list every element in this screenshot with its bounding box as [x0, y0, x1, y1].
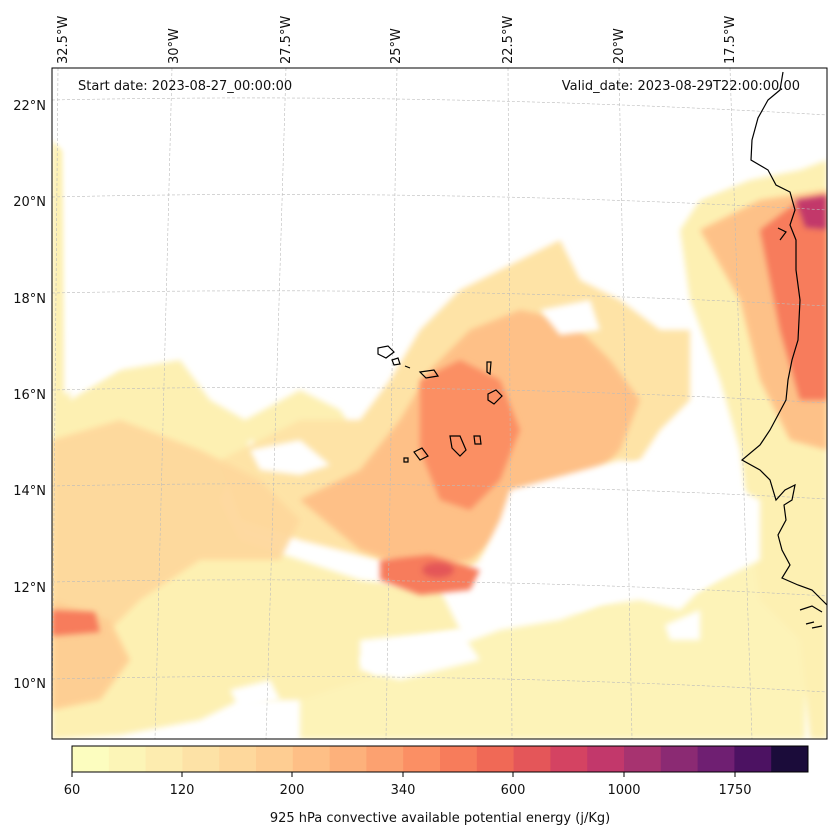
lon-label-30w: 30°W: [167, 28, 182, 64]
colorbar-swatch: [476, 746, 515, 772]
island-brava: [403, 457, 409, 463]
island-maio: [473, 435, 482, 445]
colorbar-swatch: [292, 746, 331, 772]
lon-label-27-5w: 27.5°W: [279, 16, 294, 64]
lat-label-10n: 10°N: [13, 677, 46, 692]
map-panel: Start date: 2023-08-27_00:00:00 Valid_da…: [51, 67, 828, 740]
lon-label-25w: 25°W: [389, 28, 404, 64]
island-boa-vista: [487, 389, 503, 405]
cape-high-east-peak: [795, 195, 827, 230]
meridian-30: [154, 68, 173, 739]
parallel-18: [52, 290, 827, 307]
parallel-22: [52, 97, 827, 116]
lon-label-22-5w: 22.5°W: [501, 16, 516, 64]
meridian-22-5: [507, 68, 513, 739]
african-coastline: [740, 71, 827, 606]
colorbar-swatch: [734, 746, 772, 772]
bijagos-islands: [799, 605, 823, 629]
colorbar-tick-1750: 1750: [718, 783, 751, 798]
lat-label-20n: 20°N: [13, 195, 46, 210]
island-santiago: [449, 435, 467, 457]
colorbar-tick-60: 60: [64, 783, 81, 798]
longitude-labels: 32.5°W 30°W 27.5°W 25°W 22.5°W 20°W 17.5…: [56, 16, 738, 64]
latitude-labels: 22°N 20°N 18°N 16°N 14°N 12°N 10°N: [13, 99, 46, 692]
parallel-14: [52, 483, 827, 500]
colorbar-swatch: [513, 746, 551, 772]
graticule: [52, 68, 827, 739]
lat-label-18n: 18°N: [13, 292, 46, 307]
cape-high-east: [760, 200, 827, 400]
meridian-20: [618, 68, 633, 739]
lat-label-22n: 22°N: [13, 99, 46, 114]
colorbar-swatch: [660, 746, 699, 772]
parallel-16: [52, 387, 827, 404]
colorbar-swatch: [440, 746, 478, 772]
colorbar-swatch: [329, 746, 367, 772]
colorbar-swatch: [587, 746, 625, 772]
lat-label-16n: 16°N: [13, 388, 46, 403]
colorbar-swatch: [182, 746, 220, 772]
colorbar-swatch: [403, 746, 441, 772]
island-santo-antao: [377, 345, 395, 359]
cape-field: [52, 68, 827, 739]
colorbar-swatch: [697, 746, 735, 772]
colorbar-swatch: [108, 746, 147, 772]
colorbar-swatch: [550, 746, 588, 772]
lat-label-12n: 12°N: [13, 581, 46, 596]
colorbar-ticks: [71, 772, 736, 777]
parallel-10: [52, 676, 827, 693]
valid-date-label: Valid_date: 2023-08-29T22:00:00.00: [562, 79, 800, 94]
lat-label-14n: 14°N: [13, 484, 46, 499]
colorbar-swatch: [256, 746, 294, 772]
meridian-17-5: [729, 68, 753, 739]
colorbar: 60 120 200 340 600 1000 1750 925 hPa con…: [64, 745, 809, 826]
no-data-gaps: [52, 68, 827, 710]
colorbar-swatch: [145, 746, 183, 772]
parallel-12: [52, 579, 827, 597]
colorbar-tick-600: 600: [501, 783, 526, 798]
colorbar-swatch: [72, 746, 110, 772]
colorbar-title: 925 hPa convective available potential e…: [270, 811, 610, 826]
parallel-20: [52, 194, 827, 211]
colorbar-swatch: [624, 746, 662, 772]
coast-inlet: [777, 227, 787, 241]
island-sao-vicente: [391, 357, 401, 366]
colorbar-swatches: [72, 746, 809, 772]
cape-mid-west: [52, 420, 300, 650]
island-fogo: [413, 447, 429, 461]
colorbar-tick-1000: 1000: [607, 783, 640, 798]
lon-label-20w: 20°W: [612, 28, 627, 64]
cape-peak-central: [422, 562, 454, 578]
colorbar-tick-120: 120: [170, 783, 195, 798]
colorbar-swatch: [219, 746, 257, 772]
map-border: [51, 67, 828, 740]
lon-label-17-5w: 17.5°W: [723, 16, 738, 64]
colorbar-tick-340: 340: [391, 783, 416, 798]
cape-region-band: [300, 520, 805, 739]
island-sal: [486, 361, 492, 376]
meridian-32-5: [52, 68, 59, 739]
cape-high-west: [52, 610, 100, 636]
island-sao-nicolau: [418, 369, 440, 379]
colorbar-tick-200: 200: [280, 783, 305, 798]
colorbar-border: [71, 745, 809, 773]
colorbar-swatch: [366, 746, 404, 772]
start-date-label: Start date: 2023-08-27_00:00:00: [78, 79, 292, 94]
cape-high-central: [420, 360, 520, 510]
coastlines: [377, 71, 827, 629]
lon-label-32-5w: 32.5°W: [56, 16, 71, 64]
colorbar-swatch: [771, 746, 809, 772]
meridian-25: [385, 68, 398, 739]
island-santa-luzia: [404, 365, 411, 369]
meridian-27-5: [265, 68, 287, 739]
